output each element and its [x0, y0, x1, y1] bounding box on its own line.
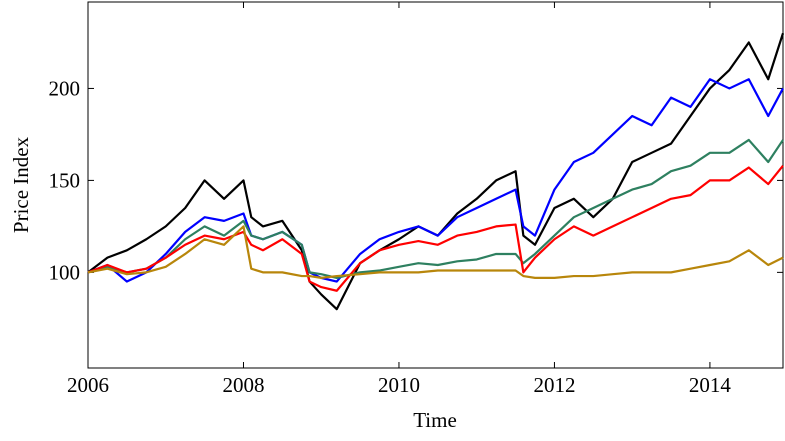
x-tick-label: 2008: [222, 373, 264, 397]
series-line: [87, 225, 784, 279]
x-tick-label: 2006: [67, 373, 109, 397]
y-tick-label: 100: [49, 260, 81, 284]
y-axis-label: Price Index: [9, 136, 33, 233]
x-axis-label: Time: [413, 408, 457, 432]
series-line: [87, 32, 785, 311]
x-tick-label: 2014: [689, 373, 732, 397]
series-line: [87, 138, 784, 279]
plot-frame: [87, 1, 784, 369]
series-line: [87, 78, 784, 283]
x-tick-label: 2012: [533, 373, 575, 397]
y-tick-label: 200: [49, 76, 81, 100]
x-tick-label: 2010: [378, 373, 420, 397]
y-tick-label: 150: [49, 168, 81, 192]
series-line: [87, 165, 784, 292]
